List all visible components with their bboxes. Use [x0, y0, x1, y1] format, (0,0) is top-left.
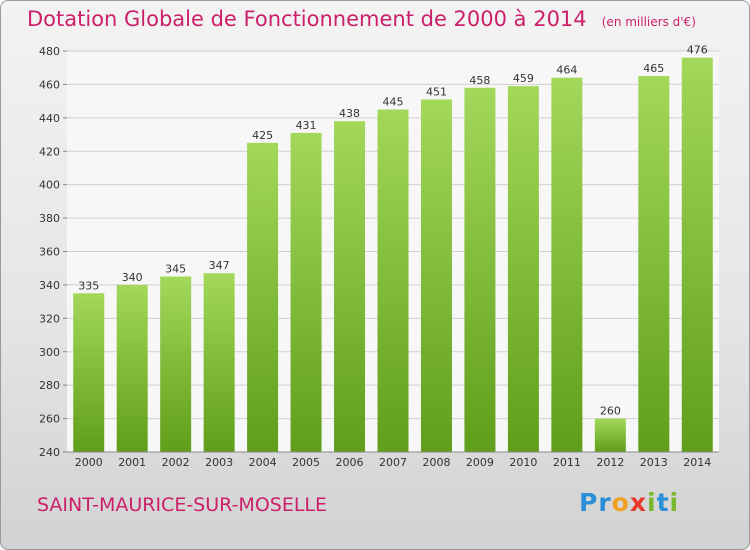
y-tick-label: 340	[39, 279, 60, 292]
bar-2002	[160, 276, 192, 452]
data-label-2011: 464	[556, 64, 577, 77]
bar-2011	[551, 77, 583, 452]
bar-2012	[594, 418, 626, 452]
y-tick-label: 480	[39, 45, 60, 58]
bar-2013	[638, 76, 670, 452]
chart-title-block: Dotation Globale de Fonctionnement de 20…	[27, 7, 696, 31]
bar-2010	[507, 86, 539, 453]
y-tick-label: 300	[39, 346, 60, 359]
commune-name: SAINT-MAURICE-SUR-MOSELLE	[37, 494, 328, 516]
logo-letter: o	[611, 488, 630, 517]
bar-2003	[203, 273, 235, 452]
proxiti-logo: Proxiti	[579, 488, 679, 517]
logo-letter: P	[579, 488, 599, 517]
bar-2008	[420, 99, 452, 453]
bar-2007	[377, 109, 409, 453]
x-tick-label-2003: 2003	[205, 456, 233, 469]
bar-2001	[116, 284, 148, 452]
bar-2009	[464, 87, 496, 452]
logo-letter: x	[629, 488, 647, 517]
x-axis-tick-labels: 2000 2001 2002 2003 2004 2005 2006 2007 2008 2009…	[75, 456, 712, 469]
logo-letter: r	[598, 488, 612, 517]
bar-2000	[73, 293, 105, 452]
data-label-2013: 465	[643, 62, 664, 75]
x-tick-label-2007: 2007	[379, 456, 407, 469]
y-tick-label: 420	[39, 145, 60, 158]
chart-title: Dotation Globale de Fonctionnement de 20…	[27, 7, 587, 31]
y-tick-label: 240	[39, 446, 60, 459]
x-tick-label-2010: 2010	[509, 456, 537, 469]
data-label-2007: 445	[383, 95, 404, 108]
bar-2006	[334, 121, 366, 453]
bar-2004	[247, 142, 279, 453]
data-label-2014: 476	[687, 44, 708, 57]
data-label-2012: 260	[600, 405, 621, 418]
data-label-2010: 459	[513, 72, 534, 85]
x-tick-label-2002: 2002	[162, 456, 190, 469]
x-tick-label-2012: 2012	[596, 456, 624, 469]
x-tick-label-2001: 2001	[118, 456, 146, 469]
x-tick-label-2004: 2004	[249, 456, 277, 469]
y-tick-label: 460	[39, 78, 60, 91]
x-tick-label-2005: 2005	[292, 456, 320, 469]
x-tick-label-2008: 2008	[422, 456, 450, 469]
bar-2014	[681, 57, 713, 452]
data-label-2003: 347	[209, 259, 230, 272]
bar-2005	[290, 132, 322, 452]
chart-unit-label: (en milliers d'€)	[601, 15, 696, 29]
y-tick-label: 360	[39, 246, 60, 259]
data-label-2004: 425	[252, 129, 273, 142]
data-label-2008: 451	[426, 85, 447, 98]
data-label-2006: 438	[339, 107, 360, 120]
x-tick-label-2009: 2009	[466, 456, 494, 469]
bars	[73, 57, 713, 453]
data-labels: 335 340 345 347 425 431 438 445 451 458 459 464 260 4…	[78, 44, 708, 418]
y-axis-tick-labels: 240 260 280 300 320 340 360 380 400 420 440 460 480	[39, 45, 60, 459]
logo-letter: i	[669, 488, 680, 517]
y-tick-label: 280	[39, 379, 60, 392]
data-label-2005: 431	[296, 119, 317, 132]
x-tick-label-2013: 2013	[640, 456, 668, 469]
x-tick-label-2006: 2006	[336, 456, 364, 469]
y-tick-label: 260	[39, 413, 60, 426]
y-tick-label: 380	[39, 212, 60, 225]
data-label-2001: 340	[122, 271, 143, 284]
y-tick-label: 440	[39, 112, 60, 125]
y-tick-label: 320	[39, 312, 60, 325]
y-tick-label: 400	[39, 179, 60, 192]
x-tick-label-2014: 2014	[683, 456, 711, 469]
logo-letter: i	[647, 488, 657, 517]
data-label-2009: 458	[469, 74, 490, 87]
logo-letter: t	[656, 488, 670, 517]
x-tick-label-2011: 2011	[553, 456, 581, 469]
data-label-2002: 345	[165, 263, 186, 276]
data-label-2000: 335	[78, 279, 99, 292]
x-tick-label-2000: 2000	[75, 456, 103, 469]
